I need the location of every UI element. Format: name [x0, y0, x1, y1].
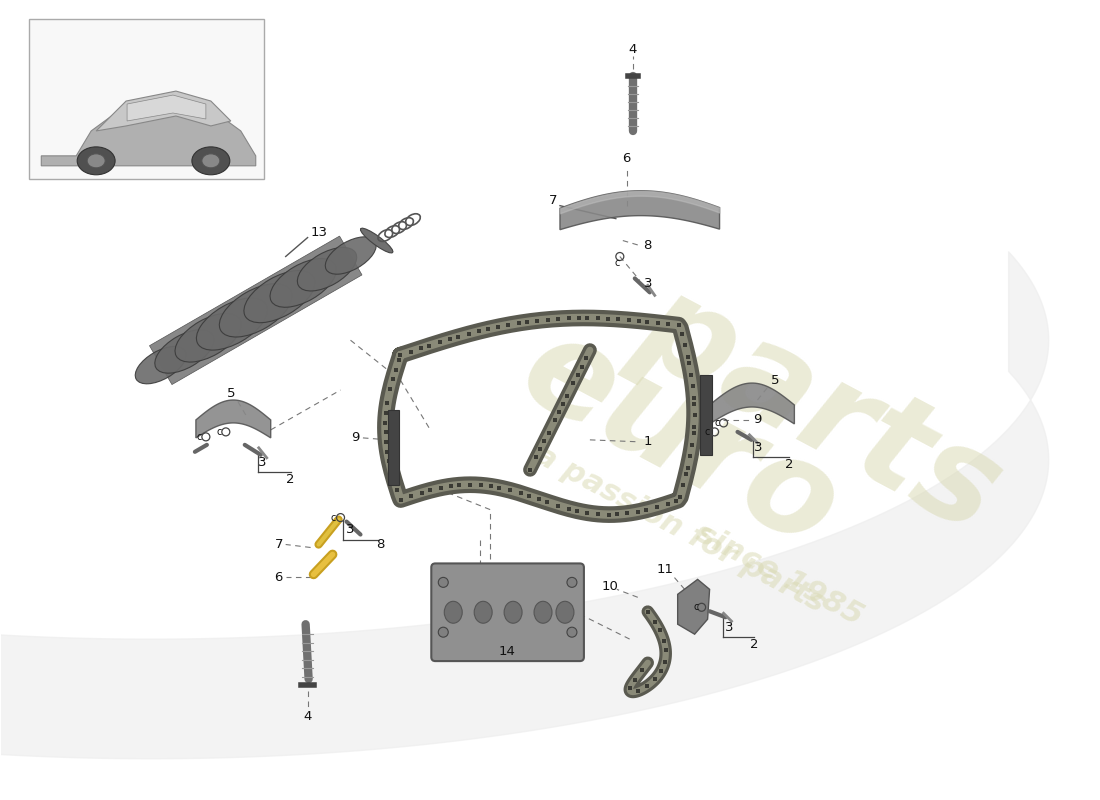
Polygon shape [560, 190, 719, 230]
Ellipse shape [175, 314, 241, 362]
Ellipse shape [87, 154, 106, 168]
Polygon shape [196, 400, 271, 438]
Text: 3: 3 [644, 277, 652, 290]
Text: 4: 4 [628, 42, 637, 56]
Text: 5: 5 [771, 374, 780, 386]
Ellipse shape [77, 147, 116, 174]
Ellipse shape [270, 258, 337, 307]
Text: c: c [614, 258, 619, 269]
Text: since 1985: since 1985 [691, 518, 868, 630]
Text: c: c [196, 432, 201, 442]
Text: 9: 9 [754, 414, 761, 426]
Text: 5: 5 [227, 386, 235, 399]
Ellipse shape [202, 154, 220, 168]
Ellipse shape [474, 602, 492, 623]
Text: c: c [694, 602, 700, 612]
Polygon shape [710, 383, 794, 424]
Text: 3: 3 [755, 442, 762, 454]
Ellipse shape [556, 602, 574, 623]
Ellipse shape [191, 147, 230, 174]
Text: 8: 8 [376, 538, 385, 551]
Polygon shape [361, 228, 393, 253]
Bar [30, 19, 264, 178]
Text: 9: 9 [351, 431, 360, 444]
Text: c: c [217, 427, 221, 437]
Ellipse shape [297, 247, 356, 291]
FancyBboxPatch shape [431, 563, 584, 661]
Ellipse shape [326, 237, 376, 274]
Ellipse shape [155, 330, 214, 373]
Ellipse shape [566, 627, 576, 637]
Text: c: c [331, 513, 337, 522]
Text: 14: 14 [498, 645, 516, 658]
Ellipse shape [504, 602, 522, 623]
Text: 2: 2 [785, 458, 793, 471]
Ellipse shape [197, 298, 267, 350]
Polygon shape [150, 236, 362, 385]
Text: c: c [705, 427, 711, 437]
Text: a passion for parts: a passion for parts [530, 441, 829, 618]
Bar [388, 410, 399, 485]
Text: 4: 4 [304, 710, 311, 723]
Ellipse shape [438, 627, 449, 637]
Text: 13: 13 [310, 226, 327, 239]
Text: 1: 1 [644, 435, 652, 448]
Text: 8: 8 [644, 239, 652, 252]
Ellipse shape [566, 578, 576, 587]
Text: 6: 6 [623, 152, 631, 166]
Text: 3: 3 [346, 523, 355, 536]
Ellipse shape [438, 578, 449, 587]
Ellipse shape [219, 284, 293, 337]
Bar [700, 375, 712, 455]
Text: parts: parts [617, 262, 1022, 558]
Ellipse shape [534, 602, 552, 623]
Polygon shape [96, 91, 231, 131]
Text: 2: 2 [750, 638, 759, 650]
Ellipse shape [244, 270, 315, 322]
Text: c: c [715, 418, 720, 428]
Text: 2: 2 [286, 474, 295, 486]
Text: euro: euro [500, 304, 859, 575]
Polygon shape [42, 101, 255, 166]
Text: 11: 11 [657, 563, 673, 576]
Text: 6: 6 [275, 571, 283, 584]
Text: 10: 10 [602, 580, 618, 593]
Ellipse shape [444, 602, 462, 623]
Ellipse shape [135, 346, 186, 384]
Polygon shape [128, 95, 206, 121]
Text: 7: 7 [549, 194, 558, 207]
Text: 3: 3 [258, 456, 267, 470]
Text: 7: 7 [274, 538, 283, 551]
Text: 3: 3 [725, 621, 734, 634]
Polygon shape [678, 579, 710, 634]
